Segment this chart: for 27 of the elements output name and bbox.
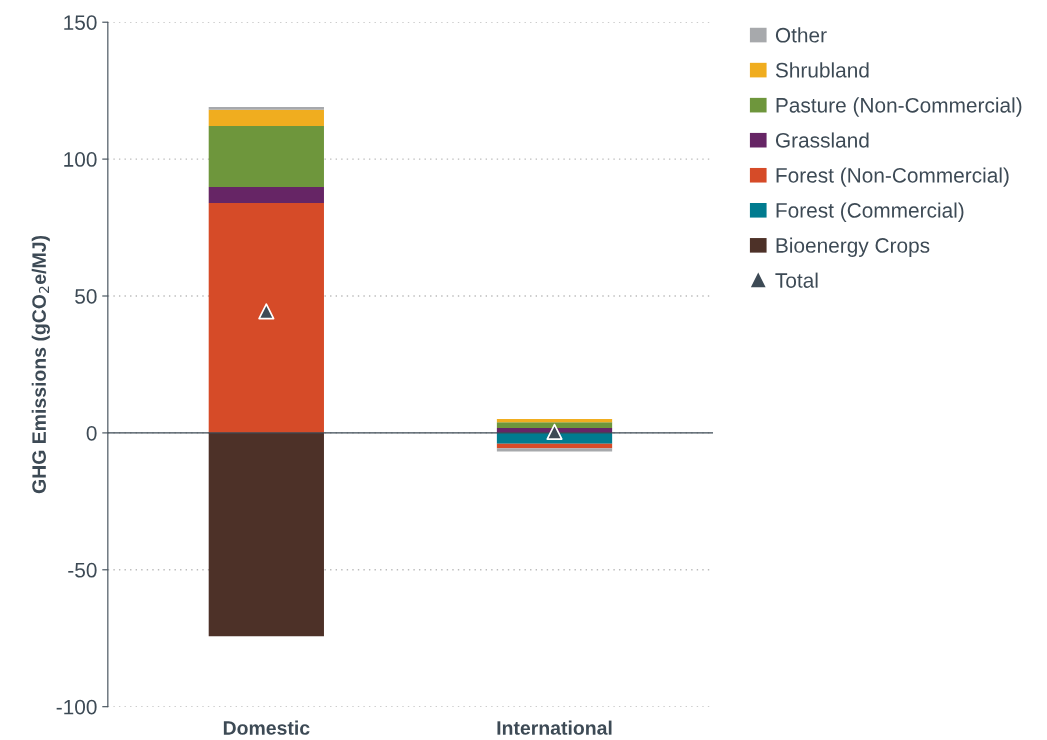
bar (208, 109, 324, 126)
legend-label: Forest (Commercial) (776, 202, 964, 222)
legend-label: Forest (Non-Commercial) (776, 167, 1009, 187)
legend-label: Pasture (Non-Commercial) (776, 97, 1022, 117)
y-tick-label: -50 (68, 562, 97, 578)
bar (496, 448, 613, 452)
y-tick-label: 150 (64, 15, 97, 30)
bar (496, 422, 613, 428)
x-tick-label: Domestic (223, 720, 310, 735)
legend-label: Shrubland (775, 62, 869, 78)
y-tick-label: 100 (64, 152, 97, 167)
y-tick-label: 50 (75, 289, 97, 304)
y-tick-label: 0 (86, 425, 97, 441)
bar (208, 107, 324, 110)
bar (208, 125, 324, 188)
bar (208, 432, 324, 637)
legend-label: Total (775, 272, 818, 288)
legend-label: Other (775, 27, 827, 43)
bar (208, 202, 324, 433)
bar (496, 443, 613, 449)
legend-label: Bioenergy Crops (776, 237, 930, 257)
bar (496, 418, 613, 423)
bar (208, 187, 324, 203)
x-tick-label: International (497, 720, 612, 735)
y-axis-title: GHG Emissions (gCO$_{2}$e/MJ) (31, 235, 50, 494)
y-tick-label: -100 (56, 699, 97, 715)
legend-label: Grassland (775, 132, 869, 148)
